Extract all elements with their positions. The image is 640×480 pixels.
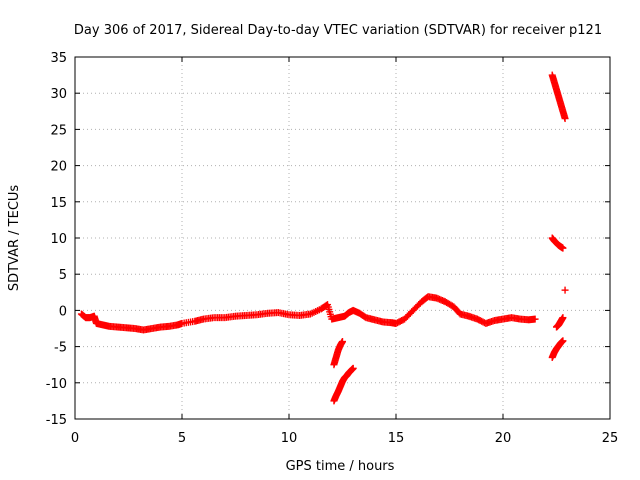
x-tick-label: 0 xyxy=(71,431,79,446)
x-tick-label: 15 xyxy=(388,431,405,446)
x-tick-label: 25 xyxy=(602,431,619,446)
data-point xyxy=(559,244,567,252)
data-point xyxy=(531,315,539,323)
data-point xyxy=(559,314,567,322)
data-point xyxy=(559,337,567,345)
y-tick-label: 35 xyxy=(50,51,67,66)
y-tick-label: -10 xyxy=(46,377,67,392)
data-point xyxy=(561,286,569,294)
chart-title: Day 306 of 2017, Sidereal Day-to-day VTE… xyxy=(74,23,602,38)
y-tick-label: 10 xyxy=(50,232,67,247)
y-tick-label: 15 xyxy=(50,196,67,211)
data-point xyxy=(561,115,569,123)
x-axis-label: GPS time / hours xyxy=(286,459,395,474)
x-axis-ticks: 0 5 10 15 20 25 xyxy=(71,57,618,446)
x-tick-label: 5 xyxy=(178,431,186,446)
data-points xyxy=(77,71,569,405)
y-tick-label: 20 xyxy=(50,160,67,175)
y-axis-ticks: -15 -10 -5 0 5 10 15 20 25 30 35 xyxy=(46,51,610,428)
y-tick-label: 5 xyxy=(59,268,67,283)
y-tick-label: -15 xyxy=(46,413,67,428)
y-tick-label: 0 xyxy=(59,304,67,319)
x-tick-label: 10 xyxy=(281,431,298,446)
data-point xyxy=(349,364,357,372)
y-tick-label: 25 xyxy=(50,123,67,138)
y-axis-label: SDTVAR / TECUs xyxy=(7,185,22,292)
y-tick-label: 30 xyxy=(50,87,67,102)
y-tick-label: -5 xyxy=(54,341,67,356)
x-tick-label: 20 xyxy=(495,431,512,446)
grid xyxy=(75,57,610,419)
data-point xyxy=(339,338,346,346)
